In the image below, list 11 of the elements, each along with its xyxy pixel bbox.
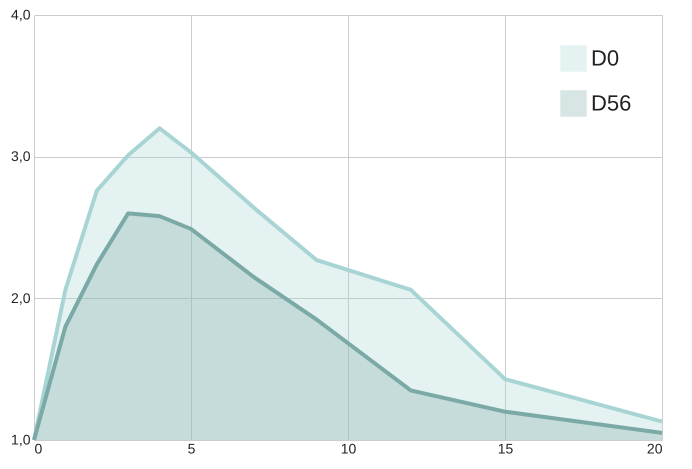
x-tick-label: 5 [188, 440, 196, 456]
legend-label: D0 [591, 46, 620, 70]
y-tick-label: 4,0 [11, 6, 31, 22]
y-tick-label: 1,0 [11, 432, 31, 448]
x-tick-label: 15 [498, 440, 514, 456]
x-tick-label: 10 [340, 440, 356, 456]
y-tick-label: 3,0 [11, 148, 31, 164]
x-tick-label: 0 [34, 440, 42, 456]
y-tick-label: 2,0 [11, 290, 31, 306]
x-tick-label: 20 [646, 440, 663, 456]
legend-label: D56 [591, 90, 632, 116]
